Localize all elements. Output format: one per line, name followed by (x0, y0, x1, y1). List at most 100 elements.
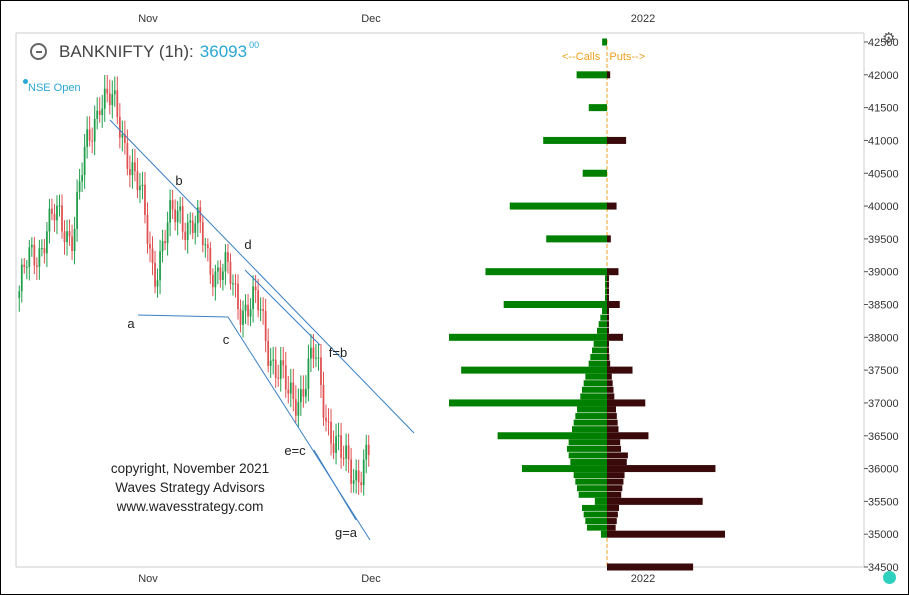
puts-oi-bar[interactable] (607, 563, 694, 571)
candle-body (66, 231, 68, 243)
calls-oi-bar[interactable] (485, 268, 607, 276)
wave-label: d (244, 237, 251, 252)
puts-oi-bar[interactable] (607, 71, 611, 79)
candle-body (259, 309, 262, 311)
candle-body (30, 244, 33, 248)
wave-label: g=a (335, 525, 358, 540)
puts-oi-minor-bar (607, 504, 619, 511)
candle-body (53, 214, 56, 221)
candle-body (68, 231, 71, 237)
puts-oi-bar[interactable] (607, 301, 620, 308)
candle-body (159, 251, 161, 281)
calls-oi-minor-bar (585, 518, 607, 525)
puts-oi-bar[interactable] (607, 235, 611, 243)
candle-body (116, 90, 119, 117)
candle-body (25, 266, 28, 268)
puts-oi-bar[interactable] (607, 465, 716, 473)
calls-oi-minor-bar (605, 288, 607, 295)
candle-body (294, 399, 297, 416)
puts-oi-minor-bar (607, 452, 628, 459)
candle-body (347, 445, 350, 460)
calls-oi-minor-bar (590, 354, 607, 360)
candle-body (305, 388, 307, 397)
calls-oi-minor-bar (592, 347, 607, 354)
calls-oi-bar[interactable] (600, 530, 607, 538)
candle-body (123, 134, 126, 144)
magnifier-icon[interactable] (30, 43, 47, 60)
candle-body (232, 283, 234, 285)
copyright-block: copyright, November 2021 Waves Strategy … (95, 459, 285, 516)
indicator-dot-button[interactable] (883, 571, 896, 584)
candle-body (211, 274, 214, 288)
calls-oi-minor-bar (605, 275, 607, 282)
puts-oi-bar[interactable] (607, 268, 619, 276)
candle-body (43, 248, 46, 254)
last-price-decimals: 00 (249, 40, 260, 50)
calls-oi-bar[interactable] (546, 235, 607, 243)
gear-icon[interactable]: ⚙ (882, 30, 896, 47)
calls-oi-bar[interactable] (588, 104, 607, 112)
candle-body (184, 231, 187, 241)
candle-body (181, 206, 184, 232)
calls-oi-bar[interactable] (543, 136, 607, 144)
copyright-line2: Waves Strategy Advisors (115, 480, 265, 495)
candle-body (174, 209, 177, 223)
puts-oi-bar[interactable] (607, 497, 703, 505)
candle-body (201, 222, 204, 246)
candle-body (274, 359, 277, 378)
candle-body (179, 206, 182, 211)
candle-body (41, 248, 43, 250)
candle-body (345, 445, 347, 459)
puts-oi-minor-bar (607, 518, 617, 525)
puts-oi-bar[interactable] (607, 202, 617, 210)
candle-body (131, 162, 134, 176)
calls-oi-minor-bar (597, 327, 607, 334)
puts-oi-bar[interactable] (607, 333, 623, 341)
puts-oi-bar[interactable] (607, 399, 646, 407)
y-tick-label: 38000 (868, 332, 899, 344)
candle-body (282, 360, 285, 366)
candle-body (317, 357, 320, 359)
puts-oi-bar[interactable] (607, 432, 649, 440)
candle-body (272, 359, 275, 361)
calls-puts-legend: <--Calls Puts--> (562, 51, 645, 63)
calls-oi-minor-bar (568, 439, 607, 446)
candle-body (209, 247, 212, 275)
candle-body (83, 146, 86, 176)
candle-body (320, 357, 322, 386)
candle-body (292, 382, 295, 400)
calls-oi-minor-bar (582, 386, 607, 393)
calls-oi-bar[interactable] (449, 333, 607, 341)
calls-oi-bar[interactable] (594, 497, 607, 505)
y-tick-label: 37500 (868, 365, 899, 377)
calls-oi-bar[interactable] (509, 202, 607, 210)
candle-body (217, 267, 219, 272)
wave-label: f=b (329, 345, 347, 360)
copyright-line1: copyright, November 2021 (110, 461, 270, 476)
calls-oi-bar[interactable] (521, 465, 607, 473)
candle-body (61, 205, 63, 232)
candle-body (71, 236, 73, 252)
calls-oi-bar[interactable] (576, 71, 607, 79)
wave-label: e=c (284, 443, 306, 458)
puts-oi-minor-bar (607, 524, 616, 531)
puts-oi-bar[interactable] (607, 366, 633, 374)
candle-body (262, 309, 265, 311)
top-axis-label: 2022 (631, 13, 655, 25)
puts-oi-bar[interactable] (607, 530, 725, 538)
candle-body (103, 88, 106, 109)
candle-body (287, 389, 290, 394)
calls-oi-bar[interactable] (602, 38, 607, 46)
calls-oi-bar[interactable] (582, 169, 607, 177)
calls-oi-bar[interactable] (503, 301, 607, 308)
candle-body (242, 310, 244, 325)
puts-oi-bar[interactable] (607, 136, 627, 144)
candle-body (108, 93, 111, 106)
calls-oi-bar[interactable] (497, 432, 607, 440)
puts-oi-minor-bar (607, 347, 609, 354)
calls-oi-bar[interactable] (449, 399, 607, 407)
candle-body (307, 358, 310, 389)
calls-oi-bar[interactable] (461, 366, 607, 374)
puts-oi-minor-bar (607, 340, 609, 347)
